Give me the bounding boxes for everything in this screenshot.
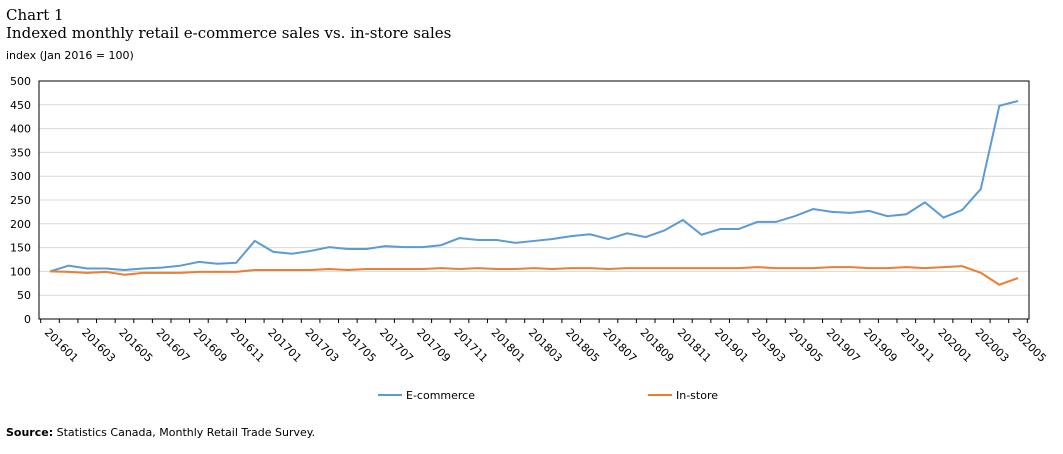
x-tick-label: 201609 — [191, 326, 230, 365]
x-tick-label: 201701 — [265, 326, 304, 365]
x-tick-label: 201605 — [116, 326, 155, 365]
chart-number: Chart 1 — [6, 6, 64, 24]
x-tick-label: 201705 — [340, 326, 379, 365]
series-line-in-store — [49, 265, 1019, 286]
y-tick-label: 400 — [10, 123, 31, 136]
x-tick-label: 201805 — [563, 326, 602, 365]
y-tick-label: 200 — [10, 218, 31, 231]
legend-label: E-commerce — [406, 389, 475, 402]
x-tick-label: 202005 — [1010, 326, 1049, 365]
chart-title: Indexed monthly retail e-commerce sales … — [6, 24, 452, 42]
x-tick-label: 201711 — [451, 326, 490, 365]
y-tick-label: 50 — [17, 289, 31, 302]
y-tick-label: 350 — [10, 146, 31, 159]
x-tick-label: 202001 — [935, 326, 974, 365]
x-tick-label: 201909 — [861, 326, 900, 365]
y-tick-label: 0 — [24, 313, 31, 326]
x-tick-label: 201803 — [526, 326, 565, 365]
legend-label: In-store — [676, 389, 718, 402]
x-tick-label: 201703 — [302, 326, 341, 365]
x-tick-label: 201601 — [42, 326, 81, 365]
x-tick-label: 201707 — [377, 326, 416, 365]
x-tick-label: 201607 — [154, 326, 193, 365]
x-tick-label: 201811 — [675, 326, 714, 365]
x-tick-label: 201807 — [600, 326, 639, 365]
x-tick-label: 201911 — [898, 326, 937, 365]
y-tick-label: 100 — [10, 265, 31, 278]
y-tick-label: 150 — [10, 242, 31, 255]
y-tick-label: 450 — [10, 99, 31, 112]
y-tick-label: 300 — [10, 170, 31, 183]
source-note: Source: Statistics Canada, Monthly Retai… — [6, 426, 315, 439]
source-text: Statistics Canada, Monthly Retail Trade … — [53, 426, 316, 439]
x-tick-label: 201611 — [228, 326, 267, 365]
x-tick-label: 202003 — [973, 326, 1012, 365]
x-tick-label: 201809 — [638, 326, 677, 365]
x-tick-label: 201903 — [749, 326, 788, 365]
source-label: Source: — [6, 426, 54, 439]
x-tick-label: 201907 — [824, 326, 863, 365]
x-tick-label: 201603 — [79, 326, 118, 365]
x-tick-label: 201709 — [414, 326, 453, 365]
y-tick-label: 500 — [10, 75, 31, 88]
x-tick-label: 201801 — [489, 326, 528, 365]
x-tick-label: 201901 — [712, 326, 751, 365]
y-tick-label: 250 — [10, 194, 31, 207]
series-line-e-commerce — [49, 100, 1019, 273]
x-tick-label: 201905 — [786, 326, 825, 365]
plot-frame — [38, 80, 1030, 320]
y-axis-unit: index (Jan 2016 = 100) — [6, 49, 134, 62]
